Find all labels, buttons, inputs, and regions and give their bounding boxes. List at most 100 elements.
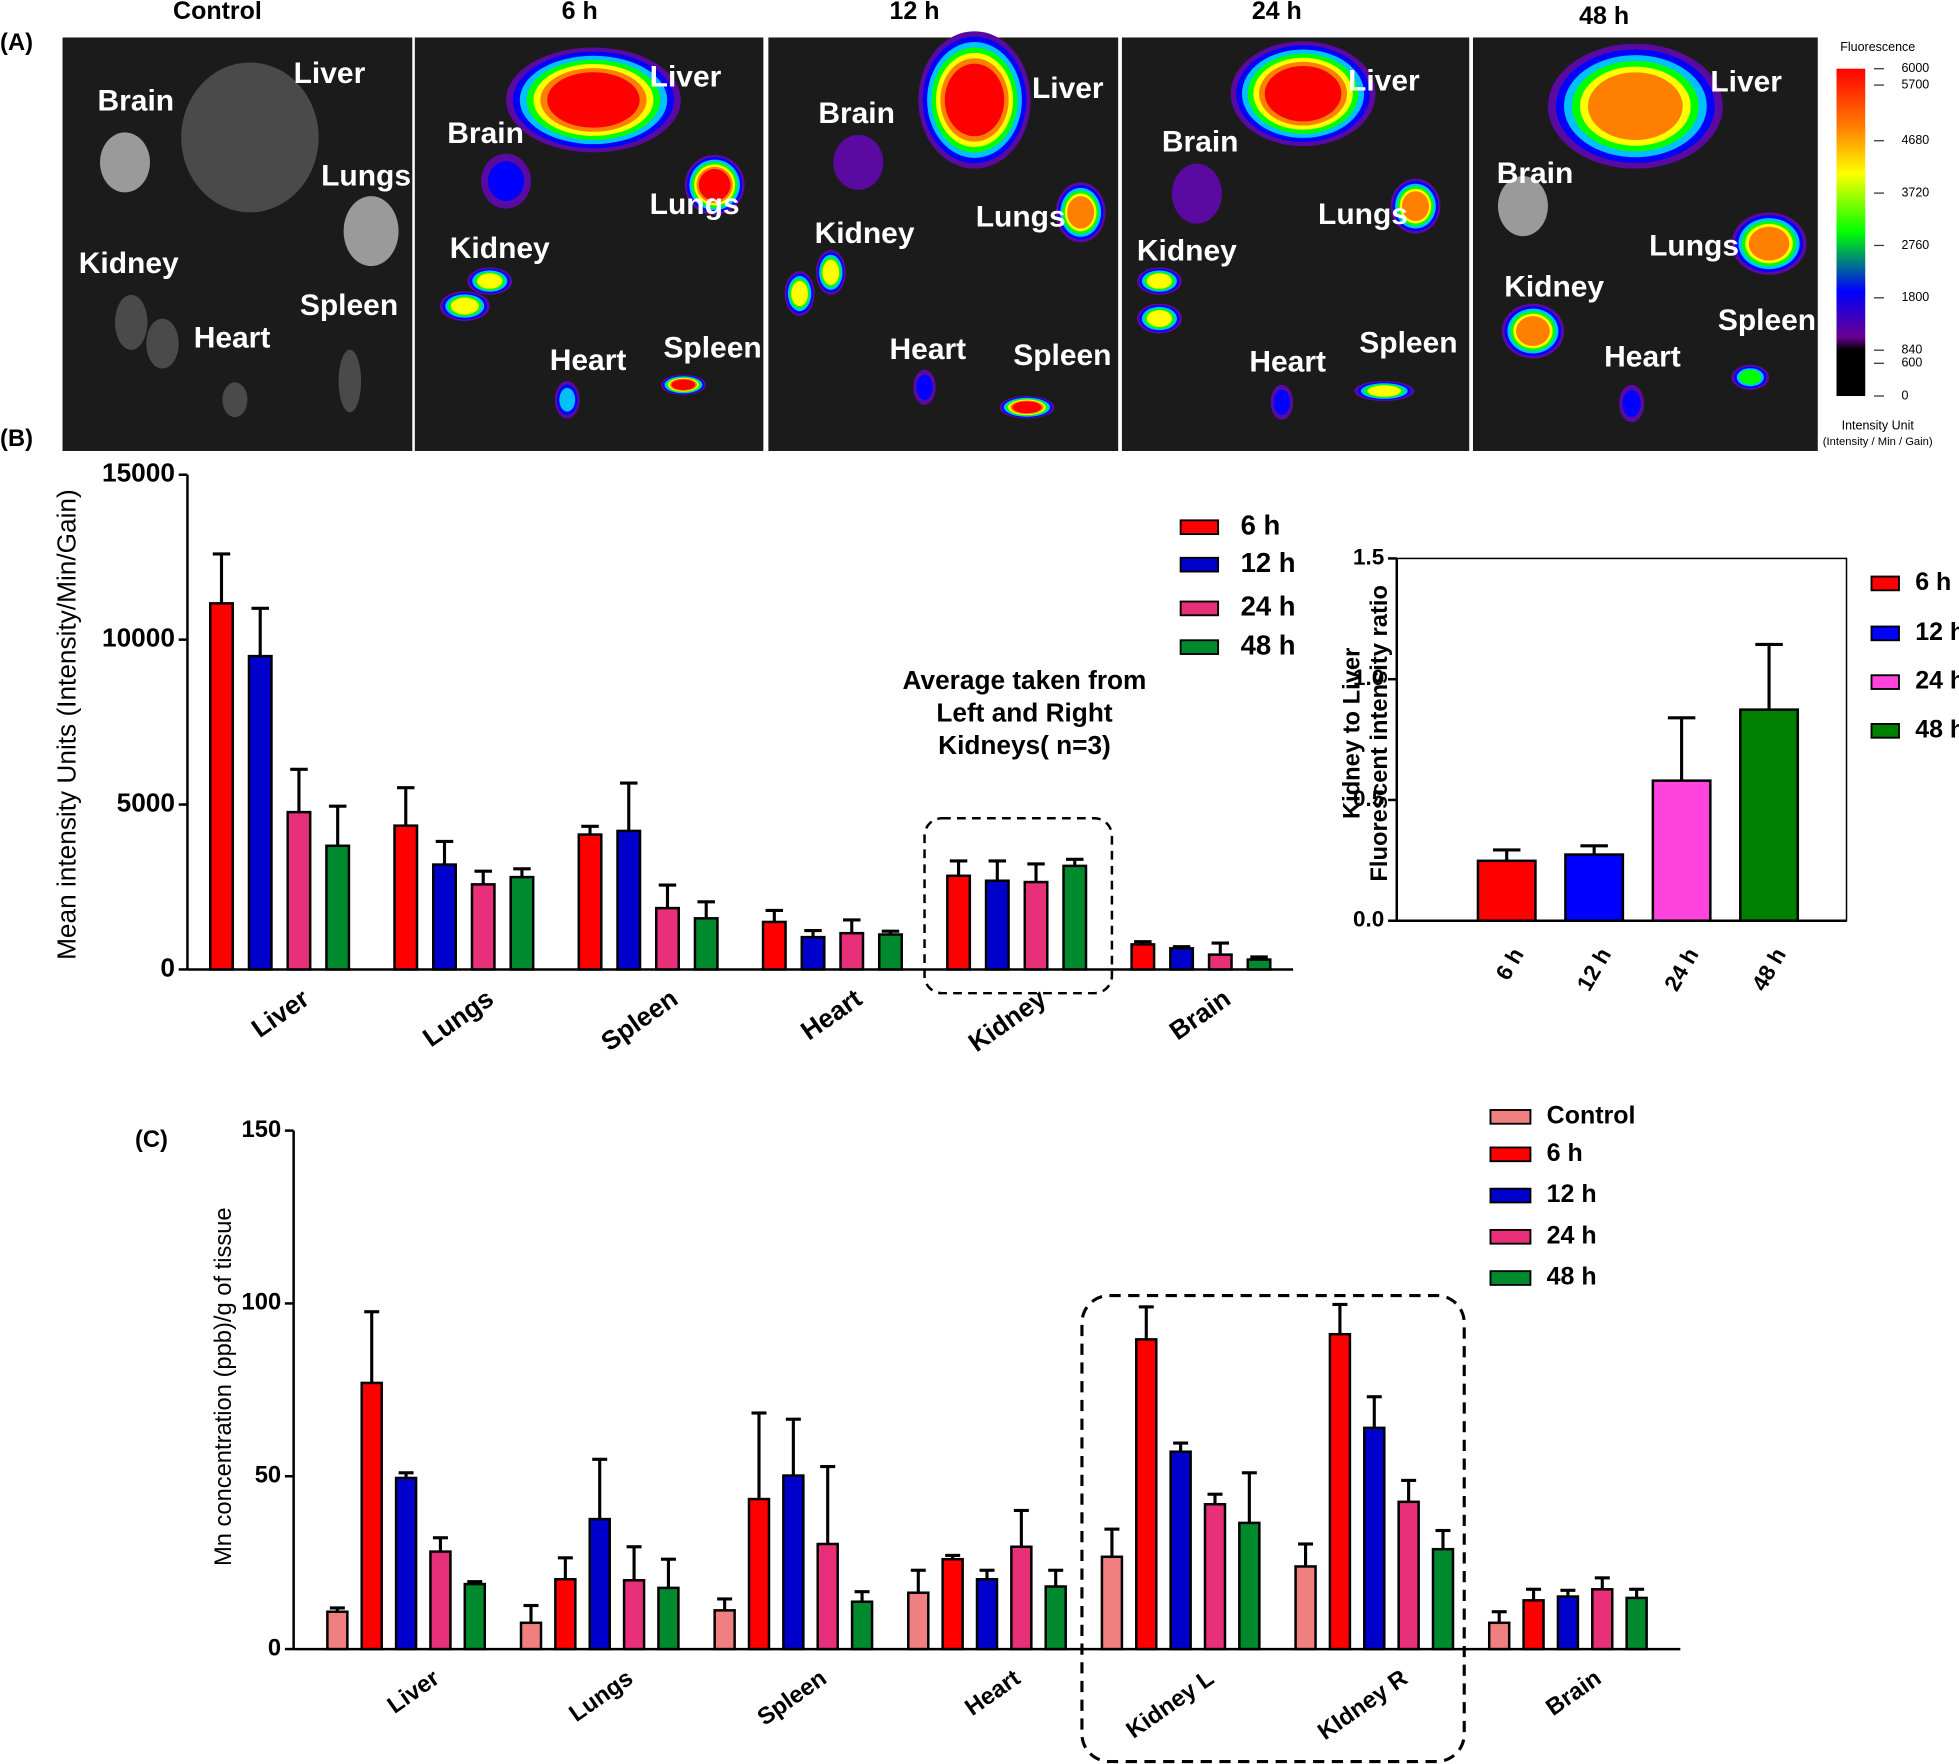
- organ-signal: [698, 169, 731, 201]
- y-tick-label: 0.5: [1353, 786, 1384, 811]
- legend-label: 6 h: [1915, 568, 1951, 596]
- bar: [1363, 1426, 1386, 1651]
- colorbar-unit: Intensity Unit: [1842, 418, 1915, 432]
- bar: [1238, 1521, 1261, 1651]
- colorbar-tick-label: 0: [1901, 388, 1908, 402]
- bar: [1522, 1599, 1545, 1651]
- bar: [247, 654, 273, 971]
- bar: [509, 875, 535, 971]
- column-title: 48 h: [1579, 2, 1629, 30]
- organ-signal: [791, 280, 808, 307]
- bar: [394, 1476, 418, 1651]
- bar: [1169, 947, 1195, 971]
- organ-image: Brain Liver Lungs Kidney Heart Spleen: [1472, 37, 1818, 451]
- bar: [1100, 1555, 1124, 1651]
- y-tick-label: 10000: [102, 623, 175, 653]
- x-tick-label: 48 h: [1747, 944, 1791, 995]
- bar: [1207, 953, 1233, 971]
- organ-label: Kidney: [815, 217, 915, 250]
- y-axis-label: Fluorescent intensity ratio: [1367, 585, 1393, 882]
- bar: [622, 1579, 646, 1651]
- bar: [616, 829, 642, 971]
- column-title: 24 h: [1252, 0, 1302, 25]
- organ-signal: [1264, 65, 1342, 122]
- bar: [470, 883, 496, 971]
- organ-label: Kidney: [1137, 234, 1237, 267]
- organ-label: Lungs: [321, 159, 411, 192]
- annotation: Left and Right: [936, 698, 1112, 728]
- panel-label: (C): [135, 1127, 168, 1153]
- x-tick-label: Heart: [961, 1665, 1026, 1721]
- panel-label: (B): [0, 426, 33, 452]
- organ-label: Lungs: [976, 201, 1066, 234]
- legend-label: 48 h: [1241, 629, 1296, 660]
- panel-label: (A): [0, 30, 33, 56]
- organ-label: Brain: [818, 97, 895, 130]
- organ-label: Heart: [1249, 345, 1326, 378]
- organ-signal: [1273, 389, 1290, 415]
- bar: [1739, 708, 1800, 922]
- bar: [1476, 859, 1537, 922]
- organ-label: Spleen: [663, 332, 761, 365]
- bar: [877, 933, 903, 971]
- organ-label: Brain: [98, 84, 175, 117]
- bar: [693, 917, 719, 971]
- legend-swatch: [1870, 723, 1900, 739]
- organ-label: Liver: [1710, 66, 1782, 99]
- x-tick-label: 6 h: [1491, 944, 1529, 985]
- organ: [222, 382, 248, 418]
- colorbar-tick-label: 2760: [1901, 238, 1929, 252]
- bar: [657, 1586, 680, 1651]
- organ-signal: [487, 161, 525, 202]
- bar: [761, 920, 787, 971]
- organ-label: Brain: [447, 117, 524, 150]
- organ-label: Spleen: [1718, 304, 1816, 337]
- column-title: 6 h: [562, 0, 598, 25]
- y-tick-label: 0.0: [1353, 907, 1384, 932]
- organ-label: Liver: [650, 61, 722, 94]
- bar: [850, 1600, 874, 1651]
- organ-label: Heart: [194, 322, 271, 355]
- colorbar-tick-label: 5700: [1901, 77, 1929, 91]
- legend-label: 24 h: [1915, 667, 1959, 695]
- colorbar-tick-label: 3720: [1901, 185, 1929, 199]
- bar: [1431, 1547, 1455, 1651]
- legend-label: 12 h: [1547, 1180, 1597, 1208]
- bar: [393, 824, 419, 971]
- annotation: Kidneys( n=3): [938, 730, 1111, 760]
- y-tick-label: 5000: [117, 787, 175, 817]
- colorbar-tick-label: 840: [1901, 342, 1922, 356]
- bar: [1651, 779, 1712, 922]
- bar: [1328, 1332, 1352, 1651]
- bar: [588, 1517, 611, 1651]
- bar: [946, 874, 972, 971]
- bar: [654, 906, 680, 971]
- x-tick-label: Liver: [246, 983, 315, 1044]
- bar: [1591, 1588, 1614, 1651]
- bar: [1169, 1450, 1192, 1651]
- y-axis-label: Mn concentration (ppb)/g of tissue: [211, 1207, 237, 1566]
- organ: [114, 294, 148, 350]
- organ-label: Spleen: [300, 289, 398, 322]
- organ-label: Liver: [294, 57, 366, 90]
- legend-swatch: [1489, 1187, 1532, 1204]
- legend-swatch: [1870, 674, 1900, 690]
- organ-signal: [477, 273, 503, 289]
- organ-signal: [547, 72, 640, 128]
- bar: [1062, 864, 1088, 971]
- bar: [1487, 1621, 1511, 1651]
- organ-label: Liver: [1032, 72, 1104, 105]
- organ-label: Heart: [1604, 340, 1681, 373]
- organ: [181, 62, 319, 213]
- x-tick-label: Lungs: [565, 1665, 638, 1727]
- bar: [519, 1621, 543, 1651]
- bar: [463, 1582, 487, 1651]
- legend-label: 48 h: [1547, 1263, 1597, 1291]
- organ: [343, 196, 399, 267]
- bar: [431, 863, 457, 971]
- x-tick-label: KIdney R: [1313, 1665, 1412, 1745]
- legend-swatch: [1179, 639, 1220, 655]
- colorbar-tick-label: 6000: [1901, 61, 1929, 75]
